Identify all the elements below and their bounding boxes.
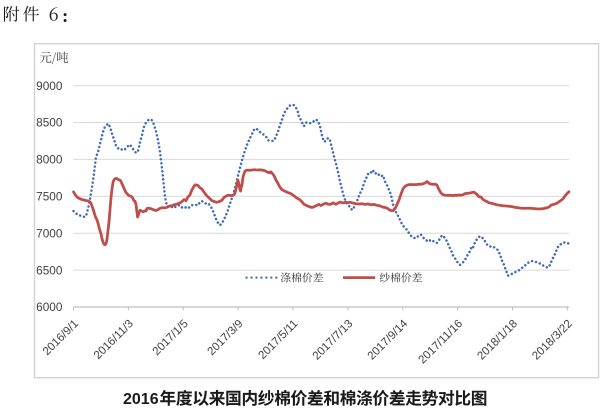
svg-text:2016: 2016 [123, 391, 159, 408]
svg-text:6000: 6000 [36, 300, 63, 314]
svg-text:7500: 7500 [36, 190, 63, 204]
svg-text:8500: 8500 [36, 116, 63, 130]
svg-text:8000: 8000 [36, 153, 63, 167]
svg-text:7000: 7000 [36, 226, 63, 240]
svg-text:9000: 9000 [36, 79, 63, 93]
svg-text:6500: 6500 [36, 263, 63, 277]
